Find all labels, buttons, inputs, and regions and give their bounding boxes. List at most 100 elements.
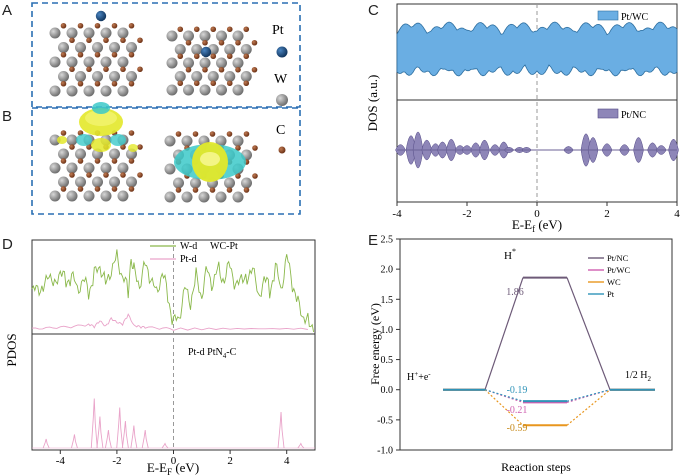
carbon-atom [111, 80, 118, 87]
carbon-atom [226, 80, 233, 87]
tungsten-atom [49, 162, 61, 174]
c-xlabel: E-Ef (eV) [512, 217, 562, 232]
carbon-atom [94, 22, 101, 29]
carbon-atom [243, 80, 250, 87]
tungsten-atom [75, 71, 86, 82]
pdos-pt-d-peak [121, 420, 129, 449]
tungsten-atom [49, 190, 61, 202]
tungsten-atom [92, 71, 103, 82]
carbon-atom [226, 187, 233, 193]
pdos-pt-d-lower-peaks [32, 398, 315, 449]
tungsten-atom [191, 71, 203, 82]
tungsten-atom [75, 148, 86, 160]
carbon-atom [60, 130, 67, 136]
tungsten-atom [166, 30, 178, 42]
tungsten-atom [166, 57, 178, 69]
carbon-atom [210, 26, 217, 33]
tungsten-atom [241, 177, 252, 189]
carbon-atom [103, 37, 109, 44]
carbon-atom [202, 66, 208, 73]
tungsten-atom [232, 30, 244, 42]
energy-connector [484, 389, 524, 426]
tungsten-atom [92, 176, 103, 188]
value-label-ptnc: 1.86 [506, 287, 524, 298]
dos-ptwc-area [396, 21, 678, 77]
tungsten-atom [183, 30, 194, 42]
tungsten-atom [174, 44, 186, 55]
carbon-atom [137, 144, 143, 150]
legend-w-d-label: W-d [180, 241, 197, 252]
c-ylabel: DOS (a.u.) [365, 75, 380, 132]
energy-connector [566, 277, 611, 390]
carbon-atom [120, 37, 126, 44]
tungsten-atom [58, 148, 69, 160]
panel-label-e: E [368, 232, 379, 249]
tungsten-atom [83, 56, 95, 68]
tungsten-atom [100, 85, 112, 97]
panel-label-c: C [368, 2, 379, 19]
d-lower-title: Pt-d PtN4-C [188, 347, 237, 360]
tungsten-atom [117, 162, 129, 174]
pdos-pt-d-peak [277, 411, 285, 449]
carbon-atom [128, 80, 135, 87]
tungsten-atom [126, 71, 137, 82]
carbon-atom [120, 144, 126, 150]
carbon-atom [77, 80, 84, 87]
tungsten-atom [100, 56, 112, 68]
d-xtick-label: 0 [171, 455, 177, 467]
carbon-atom [111, 186, 118, 192]
carbon-atom [128, 22, 135, 29]
carbon-atom [60, 51, 67, 58]
carbon-atom [175, 187, 182, 193]
carbon-atom [193, 26, 200, 33]
tungsten-atom [199, 57, 211, 69]
legend-label: WC [607, 277, 621, 287]
e-xlabel: Reaction steps [501, 460, 571, 474]
value-label-ptwc: -0.21 [507, 405, 528, 416]
tungsten-atom [117, 190, 129, 202]
carbon-atom [185, 66, 192, 73]
legend-pt-label: Pt [272, 23, 284, 38]
c-xtick-label: 2 [604, 208, 610, 220]
energy-connector [566, 389, 611, 426]
platinum-atom [95, 10, 107, 22]
e-ytick-label: 2.0 [381, 265, 394, 276]
pdos-pt-d-upper-line [31, 313, 308, 331]
carbon-atom [94, 80, 101, 87]
tungsten-atom [109, 176, 120, 188]
e-ylabel: Free energy (eV) [368, 303, 382, 385]
tungsten-atom [109, 148, 120, 160]
carbon-atom [243, 131, 250, 137]
carbon-atom [243, 26, 250, 33]
tungsten-atom [83, 162, 95, 174]
tungsten-atom [216, 84, 227, 96]
pdos-pt-d-peak [297, 442, 305, 449]
pdos-pt-d-peak [42, 438, 50, 449]
carbon-atom [251, 39, 258, 46]
carbon-atom [202, 39, 208, 46]
tungsten-atom [117, 56, 129, 68]
carbon-atom [77, 158, 84, 164]
tungsten-atom [66, 85, 78, 97]
tungsten-atom [207, 71, 219, 82]
carbon-atom [77, 51, 84, 58]
carbon-atom [210, 53, 217, 60]
legend-ptwc-label: Pt/WC [621, 12, 649, 23]
tungsten-atom [166, 84, 178, 96]
carbon-atom [251, 66, 258, 73]
carbon-atom [210, 80, 217, 87]
tungsten-atom [190, 177, 201, 189]
carbon-atom [69, 144, 75, 150]
carbon-atom [60, 186, 67, 192]
tungsten-atom [224, 71, 236, 82]
carbon-atom [94, 51, 101, 58]
d-ylabel: PDOS [4, 333, 19, 366]
legend-label: Pt [607, 289, 615, 299]
tungsten-atom [181, 191, 193, 203]
carbon-atom [193, 80, 200, 87]
energy-connector [484, 277, 524, 390]
chart-d-pdos: W-d WC-Pt Pt-d Pt-d PtN4-C -4 -2 0 2 4 PDOS … [4, 239, 316, 476]
tungsten-atom [183, 57, 194, 69]
chart-c-dos: Pt/WC Pt/NC -4 -2 0 2 4 DOS (a.u.) E-Ef (eV) [365, 3, 680, 232]
platinum-atom [200, 46, 212, 58]
